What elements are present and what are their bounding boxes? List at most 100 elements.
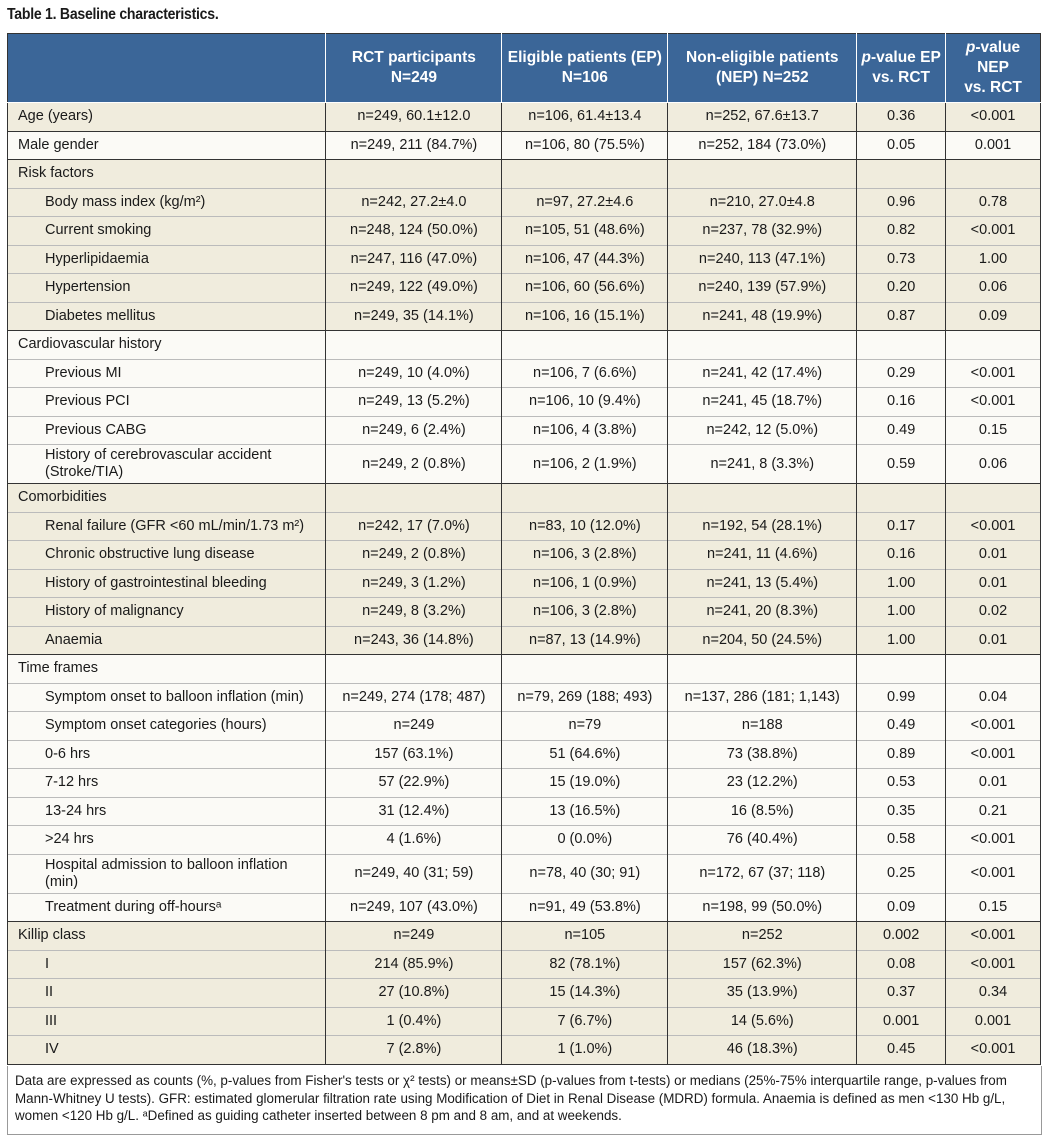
table-title: Table 1. Baseline characteristics. xyxy=(7,6,219,23)
cell-pvalue-nep: 0.01 xyxy=(945,768,1041,797)
table-row: Previous MI n=249, 10 (4.0%) n=106, 7 (6.6… xyxy=(6,358,1041,388)
table-row: IV 7 (2.8%) 1 (1.0%) 46 (18.3%) 0.45 <0.001 xyxy=(6,1035,1041,1065)
cell-nep: 23 (12.2%) xyxy=(667,768,858,797)
cell-ep: 51 (64.6%) xyxy=(501,739,669,769)
cell-nep: n=137, 286 (181; 1,143) xyxy=(667,682,858,712)
cell-pvalue-nep: <0.001 xyxy=(945,387,1041,416)
table-row: Male gender n=249, 211 (84.7%) n=106, 80 (… xyxy=(6,130,1041,160)
table-row: III 1 (0.4%) 7 (6.7%) 14 (5.6%) 0.001 0.001 xyxy=(6,1006,1041,1036)
cell-rct: n=249, 122 (49.0%) xyxy=(325,273,503,302)
cell-ep: n=105 xyxy=(501,921,669,950)
cell-pvalue-nep: 0.01 xyxy=(945,568,1041,598)
baseline-characteristics-table: RCT participants N=249 Eligible patients … xyxy=(6,33,1041,1065)
cell-ep: n=106, 4 (3.8%) xyxy=(501,415,669,445)
cell-pvalue-nep xyxy=(945,330,1041,359)
row-label: Previous PCI xyxy=(6,387,327,416)
cell-pvalue-nep: 0.001 xyxy=(945,1006,1041,1036)
cell-rct: n=249, 107 (43.0%) xyxy=(325,892,503,922)
cell-pvalue-ep: 0.59 xyxy=(856,444,947,484)
cell-pvalue-ep xyxy=(856,654,947,683)
cell-pvalue-ep: 0.99 xyxy=(856,682,947,712)
row-label: Symptom onset categories (hours) xyxy=(6,711,327,740)
header-pvalue-ep: p-value EP vs. RCT xyxy=(856,33,947,103)
cell-ep: n=106, 47 (44.3%) xyxy=(501,244,669,274)
cell-nep: n=252, 184 (73.0%) xyxy=(667,130,858,160)
cell-pvalue-nep: <0.001 xyxy=(945,825,1041,854)
cell-nep: n=192, 54 (28.1%) xyxy=(667,511,858,541)
cell-ep: 15 (19.0%) xyxy=(501,768,669,797)
cell-rct xyxy=(325,159,503,188)
cell-pvalue-nep: 0.06 xyxy=(945,444,1041,484)
cell-pvalue-nep: <0.001 xyxy=(945,511,1041,541)
row-label: 0-6 hrs xyxy=(6,739,327,769)
table-footnote: Data are expressed as counts (%, p-value… xyxy=(7,1066,1042,1135)
row-label: Hospital admission to balloon inflation … xyxy=(6,853,327,893)
cell-pvalue-nep: <0.001 xyxy=(945,102,1041,131)
row-label: Renal failure (GFR <60 mL/min/1.73 m²) xyxy=(6,511,327,541)
cell-ep: 7 (6.7%) xyxy=(501,1006,669,1036)
row-label: Previous MI xyxy=(6,358,327,388)
cell-rct: n=242, 27.2±4.0 xyxy=(325,187,503,217)
cell-rct: n=249, 2 (0.8%) xyxy=(325,444,503,484)
cell-rct xyxy=(325,654,503,683)
cell-pvalue-nep: 1.00 xyxy=(945,244,1041,274)
cell-pvalue-nep: <0.001 xyxy=(945,739,1041,769)
table-row: Time frames xyxy=(6,654,1041,683)
table-row: Comorbidities xyxy=(6,483,1041,512)
cell-ep: 0 (0.0%) xyxy=(501,825,669,854)
row-label: 13-24 hrs xyxy=(6,796,327,826)
table-row: Diabetes mellitus n=249, 35 (14.1%) n=106,… xyxy=(6,301,1041,331)
cell-nep: n=240, 139 (57.9%) xyxy=(667,273,858,302)
cell-pvalue-nep: 0.01 xyxy=(945,625,1041,655)
cell-rct: 1 (0.4%) xyxy=(325,1006,503,1036)
header-line1: Non-eligible patients xyxy=(686,49,839,66)
cell-ep: n=106, 60 (56.6%) xyxy=(501,273,669,302)
cell-rct: 57 (22.9%) xyxy=(325,768,503,797)
header-rct: RCT participants N=249 xyxy=(325,33,503,103)
cell-nep: 157 (62.3%) xyxy=(667,949,858,979)
cell-nep: n=241, 42 (17.4%) xyxy=(667,358,858,388)
cell-pvalue-nep: <0.001 xyxy=(945,358,1041,388)
table-row: Killip class n=249 n=105 n=252 0.002 <0.001 xyxy=(6,921,1041,950)
cell-nep: n=241, 8 (3.3%) xyxy=(667,444,858,484)
cell-nep: n=252 xyxy=(667,921,858,950)
table-row: Symptom onset to balloon inflation (min)… xyxy=(6,682,1041,712)
cell-pvalue-ep: 0.96 xyxy=(856,187,947,217)
cell-pvalue-nep: <0.001 xyxy=(945,949,1041,979)
cell-pvalue-ep: 0.001 xyxy=(856,1006,947,1036)
cell-ep: n=106, 3 (2.8%) xyxy=(501,540,669,569)
row-label: 7-12 hrs xyxy=(6,768,327,797)
cell-nep xyxy=(667,654,858,683)
row-label: Hypertension xyxy=(6,273,327,302)
table-row: Treatment during off-hoursᵃ n=249, 107 (4… xyxy=(6,892,1041,922)
cell-rct: 31 (12.4%) xyxy=(325,796,503,826)
cell-rct: n=248, 124 (50.0%) xyxy=(325,216,503,245)
cell-pvalue-ep: 0.53 xyxy=(856,768,947,797)
cell-pvalue-ep: 0.49 xyxy=(856,711,947,740)
cell-pvalue-ep: 0.08 xyxy=(856,949,947,979)
table-row: I 214 (85.9%) 82 (78.1%) 157 (62.3%) 0.08 <0.… xyxy=(6,949,1041,979)
table-row: History of gastrointestinal bleeding n=24… xyxy=(6,568,1041,598)
header-empty xyxy=(6,33,327,103)
cell-ep: n=97, 27.2±4.6 xyxy=(501,187,669,217)
cell-nep: 46 (18.3%) xyxy=(667,1035,858,1065)
cell-pvalue-nep: 0.34 xyxy=(945,978,1041,1007)
table-row: Previous CABG n=249, 6 (2.4%) n=106, 4 (3.… xyxy=(6,415,1041,445)
cell-nep: n=204, 50 (24.5%) xyxy=(667,625,858,655)
table-row: Chronic obstructive lung disease n=249, 2… xyxy=(6,540,1041,569)
table-row: Risk factors xyxy=(6,159,1041,188)
cell-rct: 157 (63.1%) xyxy=(325,739,503,769)
cell-pvalue-ep: 0.16 xyxy=(856,540,947,569)
cell-pvalue-nep: <0.001 xyxy=(945,711,1041,740)
cell-rct: n=249, 3 (1.2%) xyxy=(325,568,503,598)
cell-ep: n=105, 51 (48.6%) xyxy=(501,216,669,245)
cell-ep xyxy=(501,330,669,359)
cell-pvalue-nep: <0.001 xyxy=(945,921,1041,950)
table-row: 13-24 hrs 31 (12.4%) 13 (16.5%) 16 (8.5%) 0.… xyxy=(6,796,1041,826)
cell-rct: n=249, 60.1±12.0 xyxy=(325,102,503,131)
cell-pvalue-nep: 0.21 xyxy=(945,796,1041,826)
row-label: Body mass index (kg/m²) xyxy=(6,187,327,217)
row-label: Killip class xyxy=(6,921,327,950)
cell-ep: n=83, 10 (12.0%) xyxy=(501,511,669,541)
row-label: Cardiovascular history xyxy=(6,330,327,359)
